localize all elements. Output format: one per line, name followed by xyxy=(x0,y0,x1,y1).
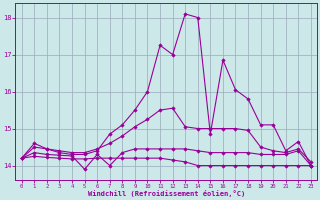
X-axis label: Windchill (Refroidissement éolien,°C): Windchill (Refroidissement éolien,°C) xyxy=(88,190,245,197)
